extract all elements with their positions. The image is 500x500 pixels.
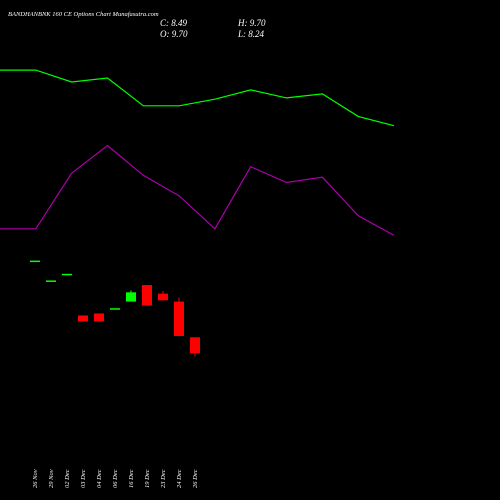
- indicator-line: [0, 69, 395, 127]
- candle-body: [190, 337, 200, 354]
- x-tick-label: 03 Dec: [80, 469, 87, 488]
- x-tick-label: 06 Dec: [112, 469, 119, 488]
- candle-body: [174, 301, 184, 336]
- candle-body: [78, 315, 88, 322]
- x-tick-label: 16 Dec: [128, 469, 135, 488]
- candle-body: [110, 308, 120, 310]
- x-tick-label: 24 Dec: [176, 469, 183, 488]
- indicator-line: [0, 144, 395, 236]
- candle-body: [158, 293, 168, 301]
- close-text: C: 8.49: [160, 18, 188, 28]
- candle-body: [94, 313, 104, 322]
- open-text: O: 9.70: [160, 29, 188, 39]
- x-tick-label: 26 Dec: [192, 469, 199, 488]
- candle-body: [126, 292, 136, 302]
- low-text: L: 8.24: [237, 29, 265, 39]
- high-text: H: 9.70: [237, 18, 266, 28]
- candle-body: [46, 280, 56, 282]
- x-tick-label: 04 Dec: [96, 469, 103, 488]
- x-tick-label: 23 Dec: [160, 469, 167, 488]
- candle-body: [30, 260, 40, 263]
- chart-title: BANDHANBNK 160 CE Options Chart Munafasu…: [8, 11, 159, 18]
- candle-body: [62, 273, 72, 276]
- x-tick-label: 26 Nov: [32, 469, 39, 488]
- x-tick-label: 02 Dec: [64, 469, 71, 488]
- x-tick-label: 29 Nov: [48, 469, 55, 488]
- candle-body: [142, 285, 152, 306]
- x-tick-label: 19 Dec: [144, 469, 151, 488]
